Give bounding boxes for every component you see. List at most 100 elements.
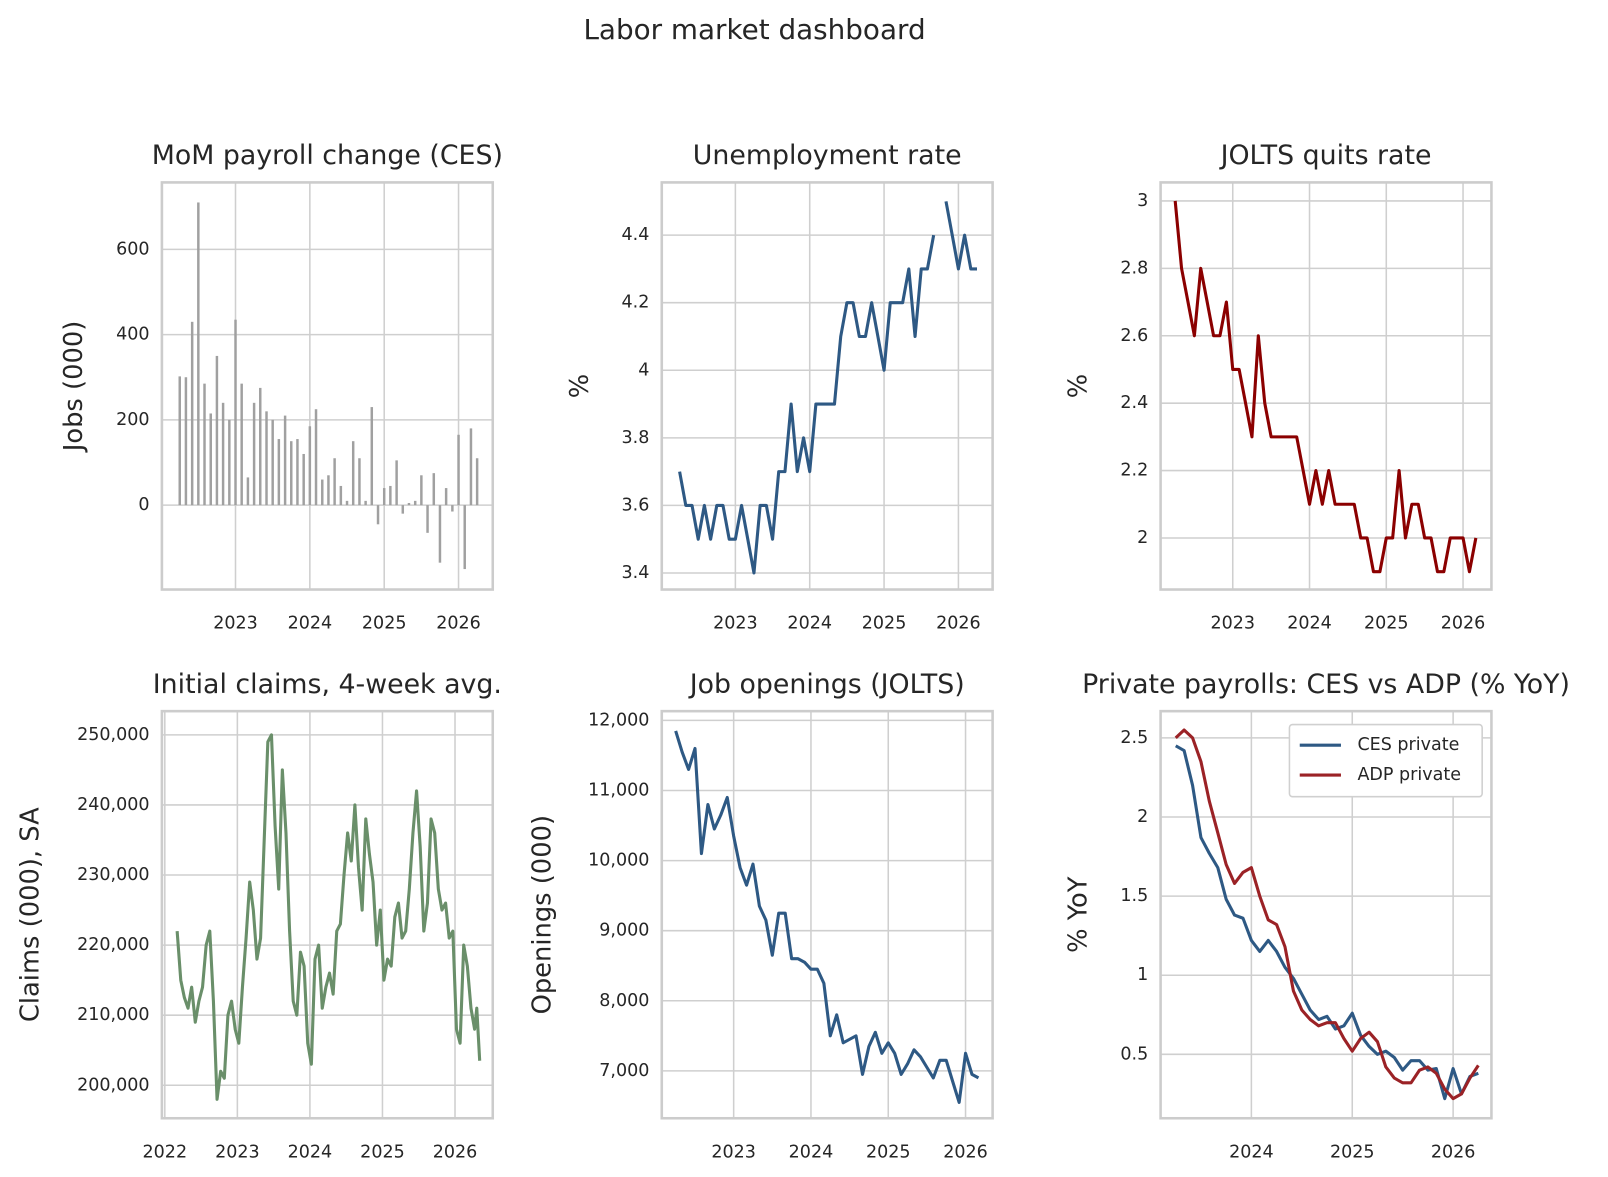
- bar: [321, 479, 324, 506]
- y-tick-label: 4.4: [622, 225, 650, 245]
- bar: [265, 411, 268, 506]
- x-tick-label: 2024: [789, 1142, 834, 1162]
- bar: [376, 505, 380, 525]
- y-tick-label: 11,000: [588, 780, 649, 800]
- plot-frame: [1159, 709, 1493, 1120]
- bar: [259, 387, 262, 506]
- y-tick-label: 200,000: [77, 1075, 149, 1095]
- y-tick-label: 1: [1137, 965, 1148, 985]
- x-tick-label: 2023: [1210, 614, 1255, 634]
- bar: [203, 383, 206, 506]
- bar: [451, 505, 454, 512]
- y-tick-label: 1.5: [1120, 886, 1148, 906]
- bar: [475, 458, 479, 506]
- x-tick-label: 2024: [1229, 1142, 1274, 1162]
- y-axis-label: Jobs (000): [59, 321, 89, 454]
- x-tick-label: 2026: [1431, 1142, 1476, 1162]
- y-tick-label: 2.4: [1120, 393, 1148, 413]
- y-tick-label: 2.2: [1120, 461, 1148, 481]
- chart-panel: Initial claims, 4-week avg. Claims (000),…: [16, 669, 502, 1162]
- y-tick-label: 4.2: [622, 293, 650, 313]
- line-series: [175, 733, 482, 1101]
- x-tick-label: 2025: [360, 1142, 405, 1162]
- y-tick-label: 210,000: [77, 1005, 149, 1025]
- bar: [364, 500, 367, 506]
- bar: [277, 439, 281, 506]
- bar: [444, 488, 448, 506]
- x-tick-label: 2023: [713, 614, 758, 634]
- chart-panel: MoM payroll change (CES) Jobs (000) 0 200 40…: [59, 140, 503, 633]
- chart-title: Private payrolls: CES vs ADP (% YoY): [1082, 669, 1570, 700]
- y-tick-label: 2.8: [1120, 258, 1148, 278]
- bar: [389, 485, 392, 506]
- bar: [290, 441, 293, 506]
- dashboard-title: Labor market dashboard: [583, 13, 925, 46]
- bar: [333, 458, 336, 506]
- bar: [358, 458, 361, 506]
- chart-title: JOLTS quits rate: [1219, 140, 1432, 171]
- y-tick-label: 3.6: [622, 495, 650, 515]
- bar: [327, 475, 330, 506]
- bar: [370, 407, 374, 506]
- legend-label: CES private: [1357, 735, 1459, 755]
- y-tick-label: 3.8: [622, 428, 650, 448]
- y-tick-label: 230,000: [77, 865, 149, 885]
- chart-panel: Unemployment rate% 3.4 3.6 3.8 4 4.2 4.4 2023 20…: [565, 140, 994, 634]
- plot-frame: [160, 181, 495, 591]
- y-axis-label: % YoY: [1064, 876, 1094, 953]
- bar: [308, 426, 312, 506]
- bar: [271, 419, 274, 506]
- chart-panel: Private payrolls: CES vs ADP (% YoY) % Yo…: [1064, 669, 1570, 1162]
- bar: [283, 415, 287, 506]
- plot-frame: [1159, 181, 1493, 591]
- bar: [407, 502, 411, 506]
- bar: [221, 402, 225, 506]
- chart-panel: Job openings (JOLTS) Openings (000) 7,000 8…: [528, 669, 994, 1162]
- y-tick-label: 200: [116, 410, 149, 430]
- line-series: [674, 730, 980, 1104]
- line-series: [1174, 728, 1480, 1101]
- bar: [184, 377, 188, 506]
- x-tick-label: 2025: [1330, 1142, 1375, 1162]
- bar: [178, 376, 181, 506]
- bar: [215, 355, 219, 506]
- bar: [296, 439, 299, 506]
- bar: [190, 321, 194, 506]
- bar: [234, 319, 237, 506]
- y-tick-label: 8,000: [599, 991, 649, 1011]
- y-tick-label: 2.6: [1120, 326, 1148, 346]
- x-tick-label: 2023: [215, 1142, 260, 1162]
- chart-panel: JOLTS quits rate% 2 2.2 2.4 2.6 2.8 3 2023 2024 2…: [1064, 140, 1493, 634]
- line-series: [678, 201, 977, 575]
- x-tick-label: 2024: [787, 614, 832, 634]
- plot-frame: [660, 181, 994, 591]
- y-tick-label: 250,000: [77, 725, 149, 745]
- y-tick-label: 240,000: [77, 795, 149, 815]
- bar: [420, 475, 423, 506]
- plot-frame: [660, 709, 994, 1120]
- y-tick-label: 3.4: [622, 563, 650, 583]
- bar: [228, 419, 231, 506]
- chart-title: MoM payroll change (CES): [152, 140, 503, 171]
- bar: [197, 202, 200, 506]
- y-tick-label: 7,000: [599, 1061, 649, 1081]
- bar: [413, 500, 417, 506]
- bar: [209, 413, 212, 506]
- plot-frame: [160, 709, 495, 1120]
- x-tick-label: 2026: [936, 614, 981, 634]
- chart-title: Job openings (JOLTS): [688, 669, 965, 700]
- x-tick-label: 2025: [866, 1142, 911, 1162]
- legend-box: [1288, 723, 1483, 798]
- line-series: [1173, 200, 1478, 574]
- bar: [246, 477, 250, 506]
- y-tick-label: 0: [138, 495, 149, 515]
- y-tick-label: 10,000: [588, 851, 649, 871]
- y-tick-label: 2.5: [1120, 728, 1148, 748]
- x-tick-label: 2024: [288, 1142, 333, 1162]
- bar: [401, 505, 405, 514]
- y-axis-label: Claims (000), SA: [16, 807, 46, 1022]
- y-tick-label: 220,000: [77, 935, 149, 955]
- bar: [314, 409, 318, 506]
